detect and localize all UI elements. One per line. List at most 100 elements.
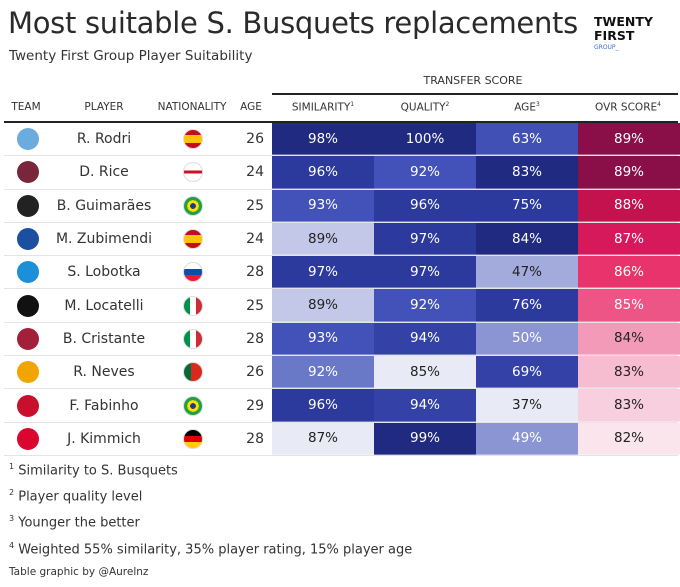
table-row: M. Zubimendi 24 89% 97% 84% 87% (4, 222, 680, 257)
header-similarity: SIMILARITY1 (272, 101, 374, 114)
flag-shape (183, 229, 203, 250)
player-name: S. Lobotka (67, 264, 141, 281)
similarity-cell: 97% (272, 256, 374, 289)
flag-shape (183, 428, 203, 449)
header-quality: QUALITY2 (374, 101, 476, 114)
similarity-cell: 98% (272, 123, 374, 156)
player-name: F. Fabinho (69, 397, 139, 414)
age-score-cell: 63% (476, 123, 578, 156)
chart-title: Most suitable S. Busquets replacements (8, 6, 578, 40)
footnote: 3 Younger the better (9, 514, 140, 530)
player-age: 24 (246, 164, 264, 181)
quality-cell: 96% (374, 189, 476, 222)
player-name: M. Locatelli (64, 297, 144, 314)
player-age: 28 (246, 264, 264, 281)
header-age: AGE (240, 101, 262, 113)
player-age: 25 (246, 197, 264, 214)
similarity-cell: 92% (272, 356, 374, 389)
crest-shape (17, 161, 39, 184)
ovr-score-cell: 89% (578, 156, 680, 189)
quality-cell: 85% (374, 356, 476, 389)
crest-shape (17, 327, 39, 350)
chart-subtitle: Twenty First Group Player Suitability (9, 48, 253, 64)
team-crest-icon (10, 289, 46, 321)
quality-cell: 92% (374, 289, 476, 322)
nationality-flag-icon (178, 356, 208, 388)
quality-cell: 97% (374, 256, 476, 289)
flag-shape (183, 328, 203, 349)
flag-shape (183, 362, 203, 383)
similarity-cell: 89% (272, 222, 374, 256)
table-row: D. Rice 24 96% 92% 83% 89% (4, 156, 680, 190)
similarity-cell: 93% (272, 189, 374, 222)
team-crest-icon (10, 223, 46, 255)
crest-shape (17, 361, 39, 384)
flag-shape (183, 162, 203, 183)
team-crest-icon (10, 190, 46, 222)
team-crest-icon (10, 123, 46, 155)
twenty-first-group-logo: TWENTY FIRST GROUP_ (594, 15, 653, 53)
player-name: D. Rice (79, 164, 129, 181)
age-score-cell: 50% (476, 322, 578, 356)
nationality-flag-icon (178, 256, 208, 288)
age-score-cell: 83% (476, 156, 578, 189)
ovr-score-cell: 87% (578, 222, 680, 256)
table-row: R. Rodri 26 98% 100% 63% 89% (4, 123, 680, 157)
logo-line: GROUP_ (594, 44, 619, 51)
nationality-flag-icon (178, 289, 208, 321)
team-crest-icon (10, 156, 46, 188)
player-age: 26 (246, 131, 264, 148)
similarity-cell: 87% (272, 422, 374, 455)
flag-shape (183, 129, 203, 150)
footnote-marker: 3 (535, 101, 540, 108)
age-score-cell: 47% (476, 256, 578, 289)
similarity-cell: 89% (272, 289, 374, 322)
ovr-score-cell: 88% (578, 189, 680, 222)
player-age: 24 (246, 231, 264, 248)
header-age-score: AGE3 (476, 101, 578, 114)
quality-cell: 94% (374, 322, 476, 356)
crest-shape (17, 427, 39, 450)
nationality-flag-icon (178, 423, 208, 455)
footnote-number: 3 (9, 514, 15, 523)
table-row: B. Guimarães 25 93% 96% 75% 88% (4, 189, 680, 223)
flag-shape (183, 262, 203, 283)
player-name: M. Zubimendi (55, 231, 153, 248)
team-crest-icon (10, 256, 46, 288)
table-row: F. Fabinho 29 96% 94% 37% 83% (4, 389, 680, 423)
footnote: 1 Similarity to S. Busquets (9, 462, 178, 478)
player-name: J. Kimmich (67, 430, 141, 447)
table-row: M. Locatelli 25 89% 92% 76% 85% (4, 289, 680, 323)
footnote-marker: 4 (657, 101, 661, 108)
quality-cell: 94% (374, 389, 476, 422)
logo-line: TWENTY (594, 14, 653, 29)
flag-shape (183, 395, 203, 416)
age-score-cell: 69% (476, 356, 578, 389)
player-name: R. Neves (73, 364, 135, 381)
crest-shape (17, 294, 39, 317)
team-crest-icon (10, 356, 46, 388)
quality-cell: 97% (374, 222, 476, 256)
footnote-number: 4 (9, 541, 15, 550)
table-row: B. Cristante 28 93% 94% 50% 84% (4, 322, 680, 357)
footnote: 4 Weighted 55% similarity, 35% player ra… (9, 541, 412, 557)
header-ovr-score: OVR SCORE4 (578, 101, 678, 114)
nationality-flag-icon (178, 323, 208, 355)
ovr-score-cell: 85% (578, 289, 680, 322)
footnote-number: 1 (9, 462, 15, 471)
header-nationality: NATIONALITY (157, 101, 227, 113)
similarity-cell: 93% (272, 322, 374, 356)
ovr-score-cell: 86% (578, 256, 680, 289)
footnote: 2 Player quality level (9, 488, 142, 504)
ovr-score-cell: 82% (578, 422, 680, 455)
logo-line: FIRST (594, 28, 635, 43)
group-divider (272, 93, 678, 95)
flag-shape (183, 295, 203, 316)
nationality-flag-icon (178, 190, 208, 222)
age-score-cell: 84% (476, 222, 578, 256)
header-team: TEAM (11, 101, 41, 113)
quality-cell: 100% (374, 123, 476, 156)
team-crest-icon (10, 389, 46, 421)
ovr-score-cell: 83% (578, 356, 680, 389)
table-row: S. Lobotka 28 97% 97% 47% 86% (4, 256, 680, 290)
